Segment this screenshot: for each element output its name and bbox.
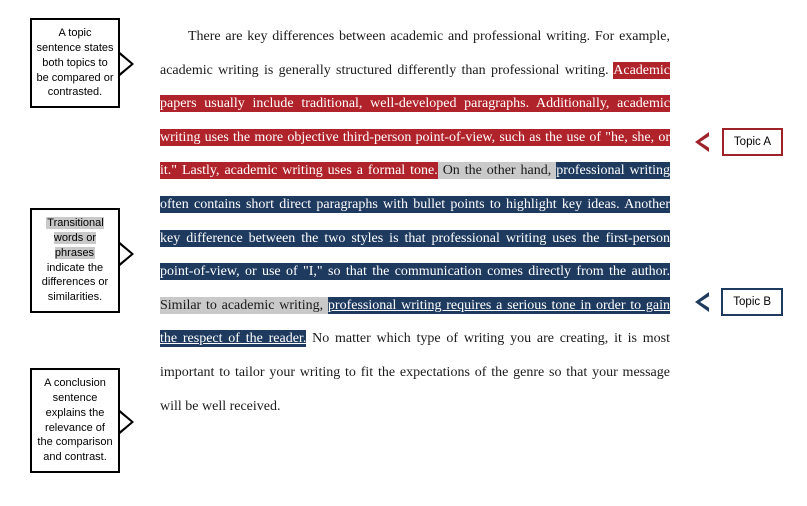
callout-topic-sentence: A topic sentence states both topics to b…	[30, 18, 120, 108]
callout-notch-fill	[120, 413, 131, 431]
callout-notch-fill	[120, 55, 131, 73]
callout-topic-a: Topic A	[722, 128, 783, 156]
callout-topic-a-label: Topic A	[734, 136, 771, 148]
callout-transitional: Transitional words or phrases indicate t…	[30, 208, 120, 313]
topic-b-text-1: professional writing often contains shor…	[160, 162, 670, 280]
callout-notch-fill	[700, 295, 711, 309]
callout-notch-fill	[120, 245, 131, 263]
callout-topic-sentence-text: A topic sentence states both topics to b…	[36, 27, 113, 98]
callout-notch-fill	[700, 135, 711, 149]
callout-transitional-highlight: Transitional words or phrases	[46, 217, 103, 259]
callout-topic-b-label: Topic B	[733, 296, 771, 308]
annotated-paragraph: There are key differences between academ…	[160, 20, 670, 423]
intro-text: There are key differences between academ…	[160, 29, 670, 78]
callout-conclusion-text: A conclusion sentence explains the relev…	[37, 377, 112, 463]
transition-2: Similar to academic writing,	[160, 297, 328, 314]
transition-1: On the other hand,	[438, 162, 556, 179]
callout-topic-b: Topic B	[721, 288, 783, 316]
callout-transitional-rest: indicate the differences or similarities…	[42, 262, 108, 304]
callout-conclusion: A conclusion sentence explains the relev…	[30, 368, 120, 473]
